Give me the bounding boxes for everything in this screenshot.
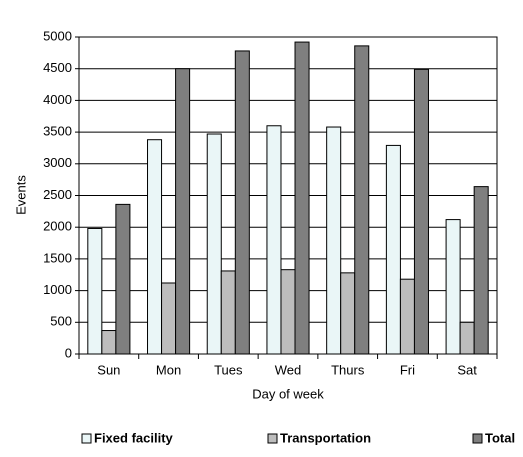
- bar: [445, 219, 461, 355]
- x-tick-label: Sun: [97, 362, 120, 377]
- y-tick-label: 2000: [43, 219, 72, 234]
- y-tick-label: 4000: [43, 92, 72, 107]
- bar: [385, 144, 401, 355]
- legend-swatch: [267, 433, 278, 444]
- bar: [234, 50, 250, 355]
- legend-swatch: [81, 433, 92, 444]
- bar: [266, 125, 282, 355]
- bar: [413, 68, 429, 355]
- x-axis-label: Day of week: [252, 386, 324, 401]
- y-axis-label: Events: [13, 175, 28, 215]
- legend-label: Total: [485, 430, 515, 445]
- x-tick-label: Wed: [275, 362, 302, 377]
- x-tick-label: Mon: [156, 362, 181, 377]
- bar: [473, 186, 489, 355]
- bar: [340, 272, 356, 355]
- y-tick-label: 1500: [43, 250, 72, 265]
- y-tick-label: 4500: [43, 60, 72, 75]
- bar: [354, 45, 370, 355]
- y-tick-label: 1000: [43, 282, 72, 297]
- x-tick-label: Fri: [400, 362, 415, 377]
- legend-label: Transportation: [280, 430, 371, 445]
- bar: [280, 269, 296, 355]
- y-tick-label: 3500: [43, 124, 72, 139]
- bar: [101, 330, 117, 355]
- bar: [87, 227, 103, 355]
- x-tick-label: Sat: [457, 362, 477, 377]
- bar: [115, 203, 131, 355]
- bar: [294, 41, 310, 355]
- bar: [326, 126, 342, 355]
- legend-swatch: [472, 433, 483, 444]
- x-tick-label: Thurs: [331, 362, 365, 377]
- bar: [161, 282, 177, 355]
- bar: [206, 133, 222, 355]
- bar: [147, 139, 163, 355]
- y-tick-label: 2500: [43, 187, 72, 202]
- bar: [220, 270, 236, 355]
- x-tick-label: Tues: [214, 362, 243, 377]
- bar: [175, 68, 191, 355]
- legend-label: Fixed facility: [94, 430, 174, 445]
- y-tick-label: 5000: [43, 28, 72, 43]
- bar: [399, 278, 415, 355]
- y-tick-label: 0: [65, 345, 72, 360]
- bar: [459, 321, 475, 355]
- y-tick-label: 3000: [43, 155, 72, 170]
- y-tick-label: 500: [50, 314, 72, 329]
